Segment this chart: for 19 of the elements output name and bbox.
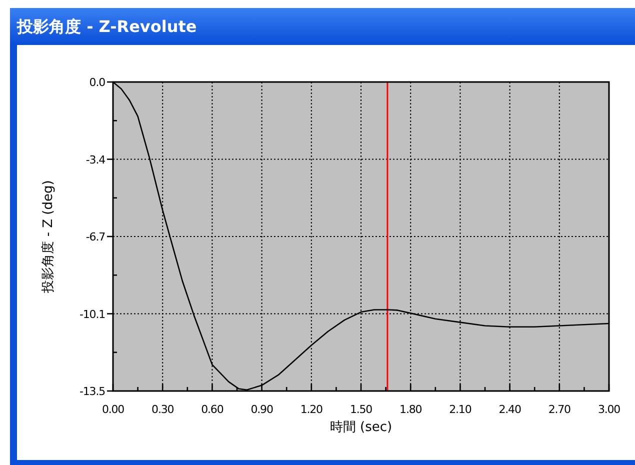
x-tick-label: 1.80 xyxy=(400,403,422,416)
y-tick-label: -6.7 xyxy=(86,230,106,244)
x-axis-title: 時間 (sec) xyxy=(330,420,392,435)
x-tick-label: 2.70 xyxy=(548,403,572,416)
x-tick-label: 2.10 xyxy=(449,403,472,416)
x-tick-label: 1.20 xyxy=(300,403,324,416)
y-tick-label: -13.5 xyxy=(80,385,106,398)
x-tick-label: 0.30 xyxy=(152,403,174,416)
chart-title: 投影角度 - Z-Revolute xyxy=(16,17,197,36)
x-tick-label: 2.40 xyxy=(498,403,522,416)
y-tick-label: -10.1 xyxy=(80,308,105,321)
x-tick-label: 0.90 xyxy=(250,403,274,416)
x-tick-label: 0.00 xyxy=(102,403,125,416)
x-tick-label: 1.50 xyxy=(350,403,373,416)
y-tick-label: -3.4 xyxy=(86,153,106,166)
x-tick-label: 0.60 xyxy=(201,403,224,416)
x-tick-label: 3.00 xyxy=(598,403,621,416)
y-axis-title: 投影角度 - Z (deg) xyxy=(40,180,56,294)
y-tick-label: 0.0 xyxy=(89,76,106,89)
